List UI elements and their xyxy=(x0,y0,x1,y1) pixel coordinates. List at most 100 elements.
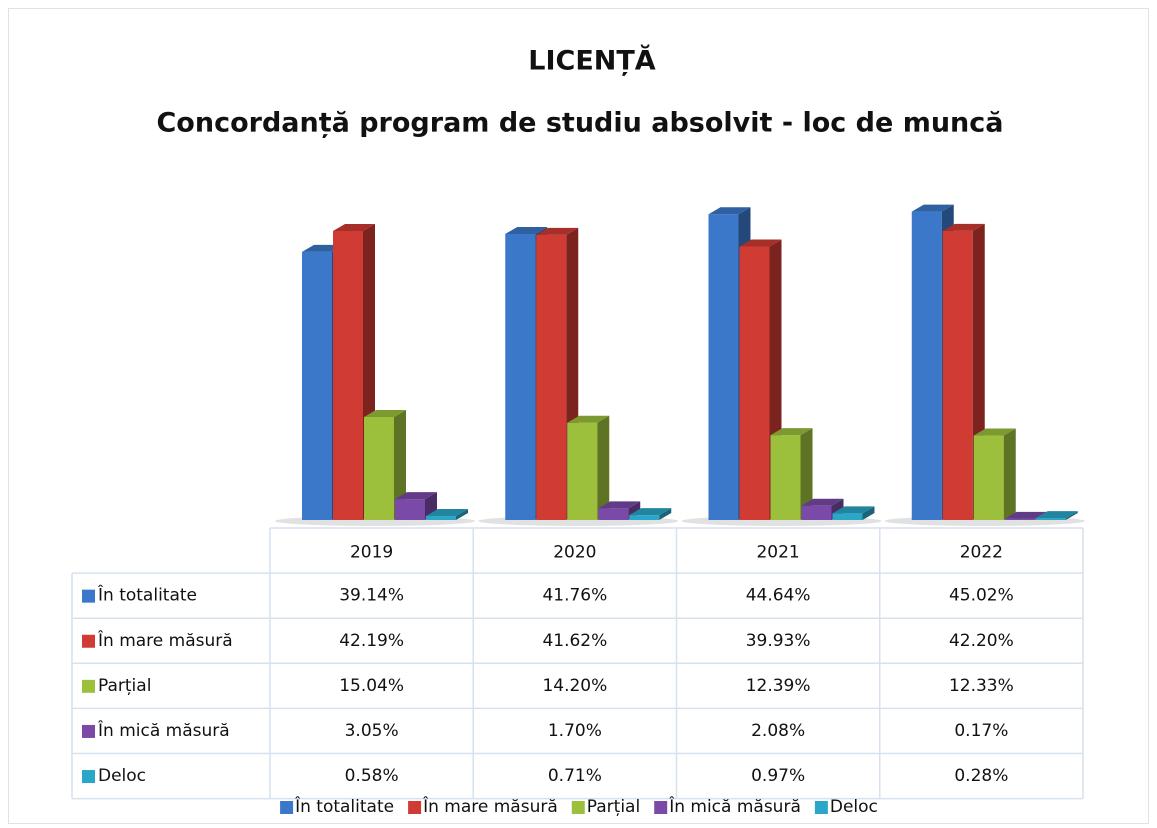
bar-top xyxy=(333,223,375,231)
bar-top xyxy=(911,204,954,212)
bar-group xyxy=(426,509,468,520)
data-label: 12.39% xyxy=(746,676,811,696)
legend-key xyxy=(82,679,95,693)
legend-key xyxy=(82,634,95,648)
bar xyxy=(942,230,973,520)
row-label: În mare măsură xyxy=(97,629,233,651)
row-label: În totalitate xyxy=(97,584,197,606)
bar-top xyxy=(364,409,406,417)
legend-label: Deloc xyxy=(830,797,878,817)
chart-frame xyxy=(8,8,1149,824)
category-label: 2019 xyxy=(350,543,393,563)
chart-title: LICENȚĂ xyxy=(528,45,656,77)
category-label: 2022 xyxy=(960,543,1003,563)
bar xyxy=(973,435,1004,520)
bar-group xyxy=(770,428,813,520)
data-label: 15.04% xyxy=(339,676,404,696)
legend-label: Parțial xyxy=(587,797,640,817)
bar xyxy=(1035,518,1066,520)
bar-group xyxy=(739,239,782,521)
bar-top xyxy=(973,428,1016,436)
legend-key xyxy=(280,801,294,814)
bar-side xyxy=(862,506,875,520)
legend-key xyxy=(654,801,668,814)
bar-top xyxy=(1035,511,1078,519)
bar-side xyxy=(456,509,468,520)
bar xyxy=(395,499,425,520)
data-label: 1.70% xyxy=(548,721,602,741)
bar xyxy=(801,505,832,520)
bar xyxy=(770,435,801,520)
data-label: 41.76% xyxy=(542,586,607,606)
bar xyxy=(739,246,770,521)
bar-group xyxy=(364,409,406,520)
bar xyxy=(1004,518,1035,520)
bar xyxy=(302,251,332,521)
bar-top xyxy=(770,428,813,436)
bar xyxy=(708,214,739,520)
data-label: 0.71% xyxy=(548,766,602,786)
bar xyxy=(629,515,660,520)
bar-top xyxy=(832,506,875,514)
data-label: 14.20% xyxy=(542,676,607,696)
bar-top xyxy=(598,501,641,509)
bar-top xyxy=(567,415,610,423)
bar xyxy=(364,416,394,520)
bar xyxy=(536,234,567,520)
bar-group xyxy=(567,415,610,520)
bar-top xyxy=(536,227,579,235)
bar xyxy=(567,422,598,520)
data-label: 42.20% xyxy=(949,631,1014,651)
bar-group xyxy=(832,506,875,520)
bar-top xyxy=(505,226,548,234)
row-label: În mică măsură xyxy=(97,719,230,741)
category-label: 2020 xyxy=(553,543,596,563)
bar-side xyxy=(597,415,610,520)
data-label: 0.58% xyxy=(345,766,399,786)
legend-key xyxy=(82,724,95,738)
chart-subtitle: Concordanță program de studiu absolvit -… xyxy=(156,108,1003,139)
legend-label: În mică măsură xyxy=(668,795,801,817)
bar-top xyxy=(395,492,437,500)
bar-top xyxy=(1004,511,1047,519)
legend-label: În totalitate xyxy=(294,795,394,817)
bar-side xyxy=(394,409,406,520)
bar xyxy=(333,230,363,520)
legend-label: În mare măsură xyxy=(422,795,558,817)
legend-key xyxy=(82,770,95,784)
bar-group xyxy=(1035,511,1078,520)
row-label: Parțial xyxy=(98,676,151,696)
bar-top xyxy=(426,509,468,517)
bar xyxy=(911,211,942,520)
bar-top xyxy=(629,508,672,516)
bar xyxy=(832,513,863,520)
legend: În totalitate În mare măsură Parțial În mic… xyxy=(280,795,878,817)
bar-top xyxy=(942,223,985,231)
bar-side xyxy=(1065,511,1078,520)
bar xyxy=(505,233,536,520)
bar-top xyxy=(708,207,751,215)
data-label: 12.33% xyxy=(949,676,1014,696)
legend-key xyxy=(82,589,95,603)
bar-side xyxy=(800,428,813,520)
legend-key xyxy=(571,801,585,814)
data-label: 2.08% xyxy=(751,721,805,741)
row-label: Deloc xyxy=(98,766,146,786)
data-label: 42.19% xyxy=(339,631,404,651)
bar xyxy=(598,508,629,520)
data-label: 0.28% xyxy=(954,766,1008,786)
data-label: 3.05% xyxy=(345,721,399,741)
data-label: 41.62% xyxy=(542,631,607,651)
data-label: 0.17% xyxy=(954,721,1008,741)
bar-group xyxy=(973,428,1016,520)
legend-key xyxy=(814,801,828,814)
data-label: 0.97% xyxy=(751,766,805,786)
legend-key xyxy=(408,801,422,814)
bar-top xyxy=(739,239,782,247)
category-label: 2021 xyxy=(756,543,799,563)
bar-group xyxy=(629,508,672,520)
bar-side xyxy=(659,508,672,520)
bar-top xyxy=(801,498,844,506)
bar-side xyxy=(1003,428,1016,520)
